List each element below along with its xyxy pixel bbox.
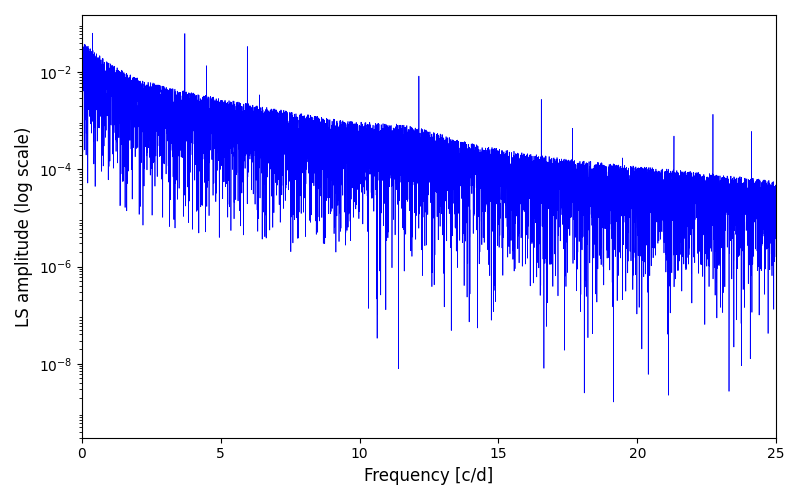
X-axis label: Frequency [c/d]: Frequency [c/d] [364, 467, 494, 485]
Y-axis label: LS amplitude (log scale): LS amplitude (log scale) [15, 126, 33, 326]
